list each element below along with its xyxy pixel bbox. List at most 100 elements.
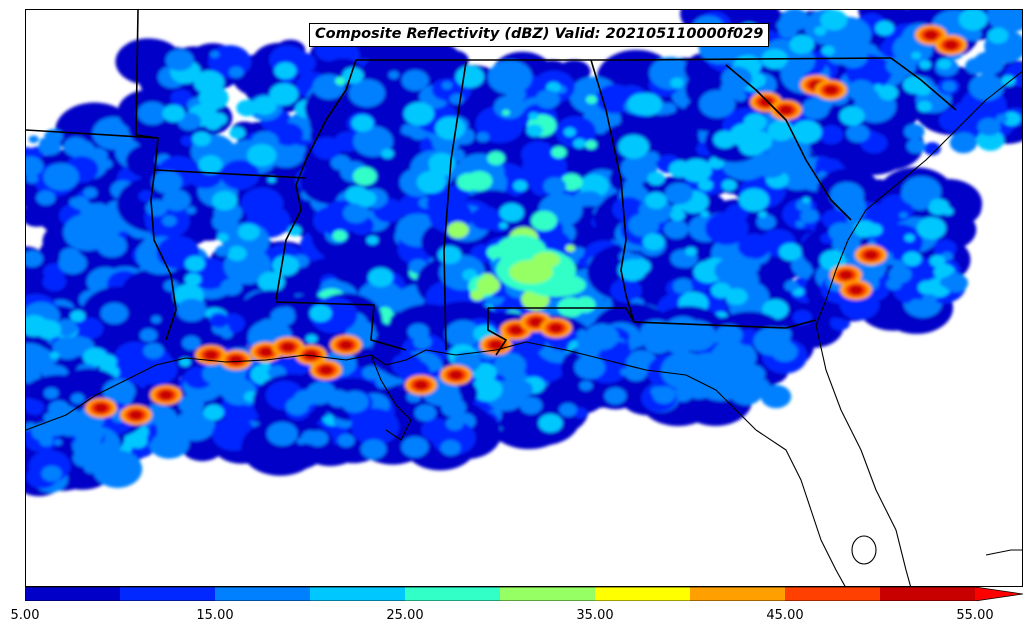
echo-cell: [774, 327, 792, 341]
echo-cell: [713, 130, 737, 149]
echo-cell: [610, 278, 642, 303]
echo-cell: [238, 223, 260, 241]
echo-cell: [586, 95, 598, 104]
echo-cell: [217, 233, 229, 242]
echo-cell: [923, 142, 941, 156]
echo-cell: [140, 328, 158, 342]
echo-cell: [368, 267, 394, 288]
echo-cell: [205, 117, 221, 130]
echo-cell: [327, 389, 350, 408]
echo-cell: [330, 139, 347, 152]
echo-cell: [509, 380, 533, 399]
echo-cell: [494, 95, 525, 119]
echo-cell: [211, 190, 238, 211]
echo-cell: [437, 245, 462, 264]
echo-cell: [137, 101, 168, 125]
echo-cell: [94, 403, 108, 413]
echo-cell: [41, 465, 62, 482]
reflectivity-map: [26, 10, 1022, 586]
echo-cell: [733, 91, 747, 102]
echo-cell: [849, 207, 865, 220]
echo-cell: [180, 135, 195, 147]
bahamas-island: [985, 549, 1022, 556]
echo-cell: [100, 302, 129, 324]
echo-cell: [743, 113, 767, 132]
echo-cell: [532, 252, 560, 268]
echo-cell: [791, 120, 822, 144]
echo-cell: [470, 289, 485, 301]
tennessee-south-line: [356, 57, 892, 61]
echo-cell: [343, 203, 369, 224]
echo-cell: [36, 320, 62, 340]
echo-cell: [152, 436, 162, 445]
echo-cell: [229, 355, 243, 365]
echo-cell: [129, 410, 143, 420]
echo-cell: [215, 380, 236, 397]
echo-cell: [466, 170, 493, 191]
echo-cell: [267, 176, 276, 183]
echo-cell: [28, 325, 39, 335]
echo-cell: [449, 370, 463, 380]
echo-cell: [355, 190, 377, 207]
echo-cell: [673, 278, 694, 295]
echo-cell: [455, 65, 485, 88]
echo-cell: [184, 256, 206, 272]
echo-cell: [644, 332, 673, 354]
echo-cell: [698, 179, 713, 191]
echo-cell: [155, 264, 169, 275]
echo-cell: [531, 210, 558, 231]
echo-cell: [401, 436, 429, 458]
echo-cell: [801, 98, 830, 120]
echo-cell: [203, 404, 224, 421]
map-panel: Composite Reflectivity (dBZ) Valid: 2021…: [25, 9, 1023, 587]
echo-cell: [499, 222, 508, 229]
echo-cell: [789, 34, 815, 55]
georgia-south-carolina-line: [725, 64, 852, 221]
echo-cell: [559, 403, 577, 417]
echo-cell: [445, 416, 464, 431]
echo-cell: [36, 190, 56, 206]
echo-cell: [538, 413, 563, 433]
echo-cell: [470, 206, 502, 231]
echo-cell: [904, 123, 925, 140]
echo-cell: [487, 151, 505, 166]
echo-cell: [176, 298, 207, 322]
echo-cell: [683, 383, 702, 398]
echo-cell: [942, 81, 957, 92]
echo-cell: [128, 433, 148, 449]
mississippi-alabama-line: [443, 61, 467, 351]
echo-cell: [287, 225, 302, 237]
arkansas-louisiana-line: [155, 169, 307, 179]
echo-cell: [949, 132, 978, 154]
echo-cell: [416, 170, 446, 194]
echo-cell: [97, 234, 127, 258]
coastlines: [26, 70, 1022, 586]
echo-cell: [910, 194, 931, 211]
echo-cell: [227, 246, 247, 261]
echo-cell: [721, 179, 737, 191]
florida-coastline: [755, 429, 846, 586]
echo-cell: [737, 233, 771, 259]
echo-cell: [650, 386, 664, 397]
echo-cell: [714, 258, 746, 283]
echo-cell: [204, 350, 218, 360]
state-boundaries: [26, 10, 957, 356]
echo-cell: [401, 69, 429, 91]
echo-cell: [70, 393, 85, 404]
echo-cell: [436, 388, 462, 409]
mississippi-river: [275, 59, 357, 301]
echo-cell: [414, 380, 428, 390]
echo-cell: [210, 314, 229, 328]
echo-cell: [269, 83, 299, 106]
gulf-coastline: [26, 341, 757, 431]
echo-cell: [366, 235, 379, 245]
echo-cell: [252, 96, 277, 115]
arkansas-boundary: [135, 10, 177, 341]
echo-cell: [182, 336, 201, 351]
echo-cell: [381, 148, 394, 159]
echo-cell: [165, 49, 194, 71]
echo-cell: [151, 315, 162, 324]
echo-cell: [39, 436, 54, 447]
echo-cell: [986, 10, 1022, 33]
echo-cell: [332, 230, 348, 242]
